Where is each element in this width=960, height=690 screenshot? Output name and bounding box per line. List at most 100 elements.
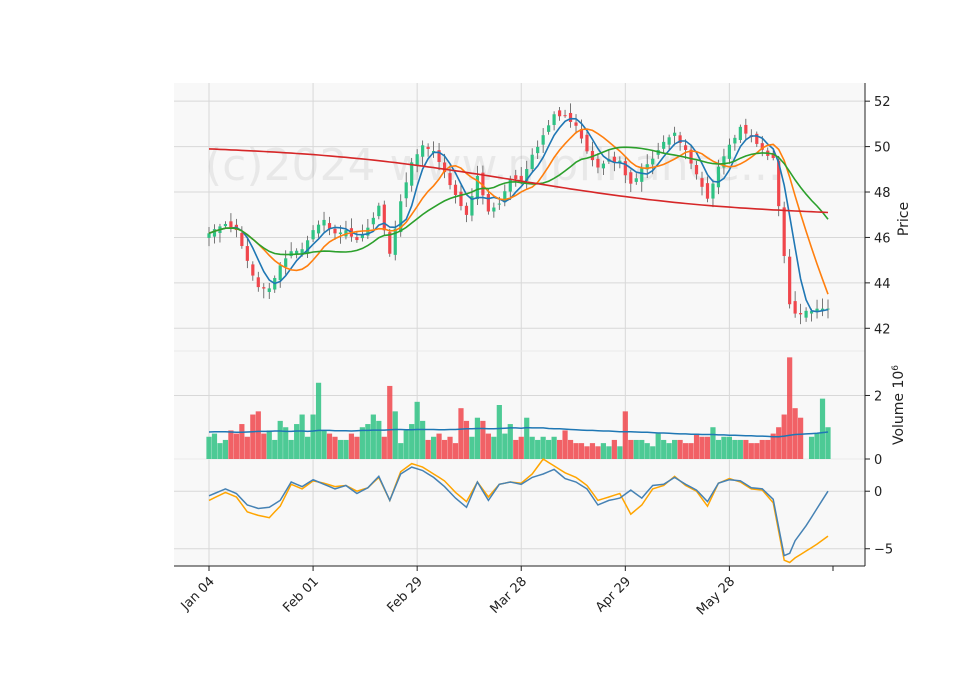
candle-body — [678, 135, 682, 143]
candle-body — [705, 183, 710, 199]
candle-body — [503, 191, 507, 203]
candle-body — [267, 288, 271, 292]
candle-body — [744, 124, 748, 134]
volume-bar — [463, 420, 470, 459]
volume-bar — [277, 420, 283, 459]
volume-bar — [398, 443, 404, 459]
volume-bar — [732, 439, 738, 459]
price-tick-label: 52 — [874, 95, 891, 110]
volume-bar — [332, 436, 338, 459]
volume-bar — [288, 439, 294, 459]
volume-bar — [458, 408, 464, 459]
volume-bar — [217, 443, 223, 459]
volume-bar — [644, 443, 650, 459]
indicator-lines — [208, 117, 829, 564]
volume-bar — [672, 439, 678, 459]
volume-bar — [814, 433, 820, 459]
volume-bar — [206, 436, 212, 459]
candle-body — [448, 173, 452, 186]
volume-bar — [633, 439, 639, 459]
volume-bar — [704, 436, 711, 459]
candle-body — [771, 153, 775, 159]
volume-bar — [480, 420, 486, 459]
volume-bar — [721, 436, 727, 459]
candle-body — [629, 172, 633, 184]
volume-bar — [244, 436, 250, 459]
volume-bar — [726, 436, 732, 459]
candle-body — [585, 134, 589, 152]
candle-body — [295, 250, 299, 255]
candle-body — [256, 277, 260, 288]
volume-bar — [502, 433, 508, 459]
volume-bar — [562, 430, 568, 459]
volume-bar — [228, 430, 234, 459]
candle-body — [311, 230, 315, 240]
candle-body — [508, 178, 512, 192]
candle-body — [755, 133, 759, 144]
panels — [174, 83, 865, 566]
volume-bar — [299, 414, 305, 459]
volume-bar — [266, 430, 272, 459]
candle-body — [355, 237, 359, 241]
candle-body — [662, 141, 666, 149]
volume-bar — [650, 446, 656, 459]
volume-bar — [748, 443, 754, 459]
volume-bar — [808, 436, 815, 459]
volume-bar — [387, 385, 393, 459]
volume-bar — [765, 439, 771, 459]
volume-bar — [622, 411, 628, 459]
volume-bar — [556, 439, 563, 459]
candle-body — [700, 178, 704, 187]
candle-body — [579, 129, 584, 139]
volume-bar — [792, 408, 798, 459]
candle-body — [596, 158, 600, 168]
candle-body — [338, 232, 343, 235]
price-tick-label: 50 — [874, 141, 891, 156]
candle-body — [683, 145, 688, 150]
price-axis-label: Price — [896, 202, 912, 236]
volume-bar — [239, 424, 245, 459]
candle-body — [251, 264, 255, 276]
volume-bar — [611, 439, 617, 459]
candle-body — [322, 219, 326, 226]
volume-bar — [600, 443, 607, 459]
volume-bar — [699, 436, 705, 459]
candle-body — [722, 156, 726, 168]
candle-body — [514, 175, 518, 179]
candle-body — [393, 228, 397, 255]
volume-bar — [337, 439, 344, 459]
price-tick-label: 48 — [874, 186, 891, 201]
volume-tick-label: 0 — [874, 453, 882, 468]
candle-body — [388, 232, 392, 254]
volume-bar — [595, 446, 601, 459]
candle-body — [333, 228, 337, 234]
volume-bar — [551, 436, 557, 459]
volume-bar — [485, 433, 491, 459]
candle-body — [727, 144, 731, 159]
volume-bar — [507, 424, 513, 459]
candle-body — [475, 175, 480, 200]
candle-body — [689, 149, 693, 164]
candle-body — [820, 308, 825, 311]
candle-body — [667, 137, 671, 145]
candle-body — [366, 227, 370, 236]
volume-tick-label: 2 — [874, 389, 882, 404]
volume-bar — [310, 414, 316, 459]
candle-body — [300, 249, 304, 254]
candle-body — [207, 233, 211, 238]
oscillator-panel — [174, 459, 865, 566]
candle-body — [563, 115, 567, 117]
candle-body — [360, 234, 364, 239]
volume-bar — [326, 433, 333, 459]
volume-bar — [261, 433, 267, 459]
volume-bar — [354, 436, 360, 459]
candle-body — [240, 232, 244, 247]
candle-body — [470, 196, 474, 216]
candle-body — [716, 166, 721, 188]
candle-body — [673, 132, 677, 136]
volume-bar — [529, 436, 535, 459]
candle-body — [530, 154, 534, 170]
candle-body — [306, 240, 310, 254]
moving-average-line — [208, 146, 829, 256]
candle-body — [382, 204, 386, 231]
